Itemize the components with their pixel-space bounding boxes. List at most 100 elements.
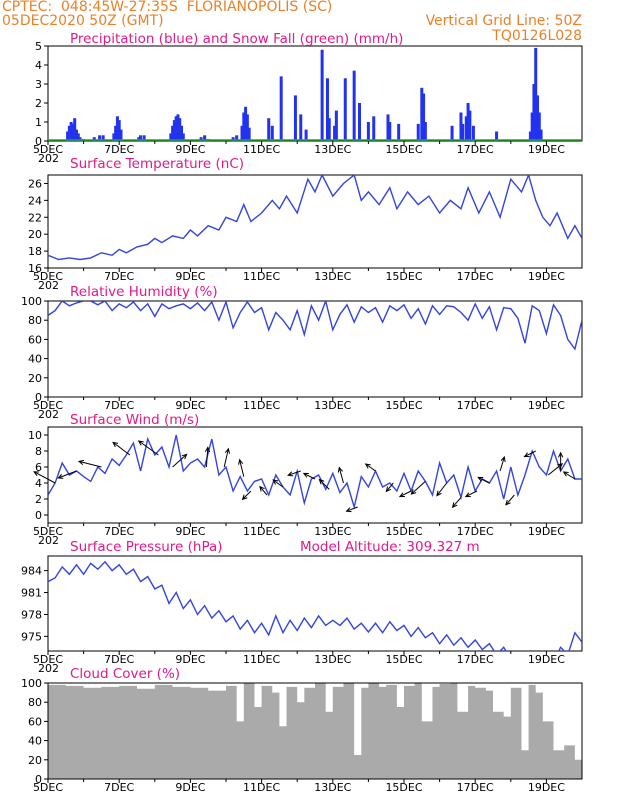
rh-xtick-label: 7DEC: [104, 399, 134, 412]
cloud-ytick-label: 60: [28, 715, 42, 728]
precip-ytick-label: 1: [35, 116, 42, 129]
wind-vector: [338, 467, 344, 484]
pressure-title: Surface Pressure (hPa): [70, 539, 223, 555]
precip-bar: [388, 122, 392, 141]
wind-vector: [365, 463, 376, 472]
wind-xtick-label: 7DEC: [104, 525, 134, 538]
wind-vector-head: [259, 485, 265, 492]
precip-bar: [397, 123, 401, 141]
wind-vector-head: [272, 479, 279, 485]
cloud-xtick-label: 11DEC: [243, 781, 280, 794]
precip-bar: [423, 122, 427, 141]
precip-bar: [73, 118, 77, 141]
wind-vector-head: [238, 458, 244, 465]
precip-bar: [235, 135, 239, 141]
rh-ytick-label: 60: [28, 333, 42, 346]
wind-vector: [465, 490, 478, 498]
pressure-annotation: Model Altitude: 309.327 m: [300, 539, 480, 555]
wind-vector-head: [77, 459, 84, 465]
wind-xtick-label: 17DEC: [457, 525, 494, 538]
wind-vector: [547, 463, 563, 476]
precip-bar: [245, 114, 249, 141]
wind-vector: [138, 440, 159, 456]
cloud-frame-overlay: [47, 682, 583, 780]
precip-panel: Precipitation (blue) and Snow Fall (gree…: [33, 31, 583, 165]
precip-bar: [71, 123, 75, 141]
wind-frame: [47, 426, 583, 524]
precip-bar: [142, 135, 146, 141]
cloud-xtick-label: 5DEC: [33, 781, 63, 794]
wind-vector: [272, 479, 284, 488]
wind-panel: Surface Wind (m/s) 0 2 4 6 8 10 5DEC 7DEC 9DEC 11D…: [28, 412, 583, 547]
precip-bar: [325, 78, 329, 141]
wind-vector-head: [318, 478, 325, 485]
precip-bar: [320, 49, 324, 141]
precip-bar: [169, 133, 173, 141]
precip-bar: [137, 137, 141, 141]
precip-bar: [199, 137, 203, 141]
precip-bar: [534, 47, 538, 141]
wind-vector: [303, 472, 316, 480]
precip-bar: [386, 114, 390, 141]
wind-vector-head: [410, 489, 417, 495]
precip-bar: [114, 125, 118, 141]
pressure-xtick-label: 9DEC: [175, 653, 205, 666]
cloud-xtick-label: 7DEC: [104, 781, 134, 794]
wind-vector-head: [224, 447, 231, 454]
precip-xtick-label: 13DEC: [314, 143, 351, 156]
header-date: 05DEC2020 50Z (GMT): [2, 13, 164, 29]
precip-ytick-label: 4: [35, 59, 42, 72]
precip-bar: [117, 120, 121, 141]
temp-ytick-label: 18: [28, 245, 42, 258]
precip-bar: [240, 125, 244, 141]
temp-xtick-label: 17DEC: [457, 270, 494, 283]
wind-year-label: 202: [38, 534, 59, 547]
wind-vector-head: [337, 466, 343, 473]
wind-vector: [478, 476, 490, 484]
precip-ytick-label: 5: [35, 40, 42, 53]
wind-vector: [239, 459, 245, 477]
precip-bar: [327, 118, 331, 141]
temp-xtick-label: 7DEC: [104, 270, 134, 283]
precip-title: Precipitation (blue) and Snow Fall (gree…: [70, 31, 403, 47]
precip-bar: [67, 125, 71, 141]
cloud-xtick-label: 19DEC: [528, 781, 565, 794]
wind-vector-head: [33, 471, 40, 477]
rh-ytick-label: 20: [28, 372, 42, 385]
temp-ytick-label: 26: [28, 177, 42, 190]
precip-bar: [532, 84, 536, 141]
wind-vector: [499, 456, 505, 472]
precip-bar: [530, 112, 534, 141]
precip-bar: [422, 93, 426, 141]
wind-vector-head: [562, 471, 569, 477]
pressure-ytick-label: 978: [21, 608, 42, 621]
pressure-xtick-label: 17DEC: [457, 653, 494, 666]
cloud-panel: Cloud Cover (%) 0 20 40 60 80 100 5DEC 7DEC 9DEC 1…: [21, 666, 583, 794]
rh-xtick-label: 17DEC: [457, 399, 494, 412]
pressure-xtick-label: 15DEC: [385, 653, 422, 666]
wind-xtick-label: 11DEC: [243, 525, 280, 538]
precip-bar: [171, 125, 175, 141]
wind-vector: [524, 450, 536, 458]
wind-vector: [288, 470, 301, 476]
temp-ytick-label: 22: [28, 211, 42, 224]
precip-bar: [471, 125, 475, 141]
precip-bar: [176, 114, 180, 141]
temp-ytick-label: 16: [28, 262, 42, 275]
precip-bar: [69, 122, 73, 141]
cloud-ytick-label: 0: [35, 773, 42, 786]
header-model-id: TQ0126L028: [492, 28, 582, 44]
precip-bar: [495, 131, 499, 141]
wind-xtick-label: 9DEC: [175, 525, 205, 538]
precip-bar: [293, 95, 297, 141]
precip-bar: [304, 129, 308, 141]
temp-xtick-label: 13DEC: [314, 270, 351, 283]
pressure-year-label: 202: [38, 662, 59, 675]
precip-ytick-label: 2: [35, 97, 42, 110]
temp-xtick-label: 11DEC: [243, 270, 280, 283]
rh-xtick-label: 11DEC: [243, 399, 280, 412]
precip-xtick-label: 15DEC: [385, 143, 422, 156]
precip-bar: [119, 129, 123, 141]
wind-vector: [242, 490, 252, 500]
